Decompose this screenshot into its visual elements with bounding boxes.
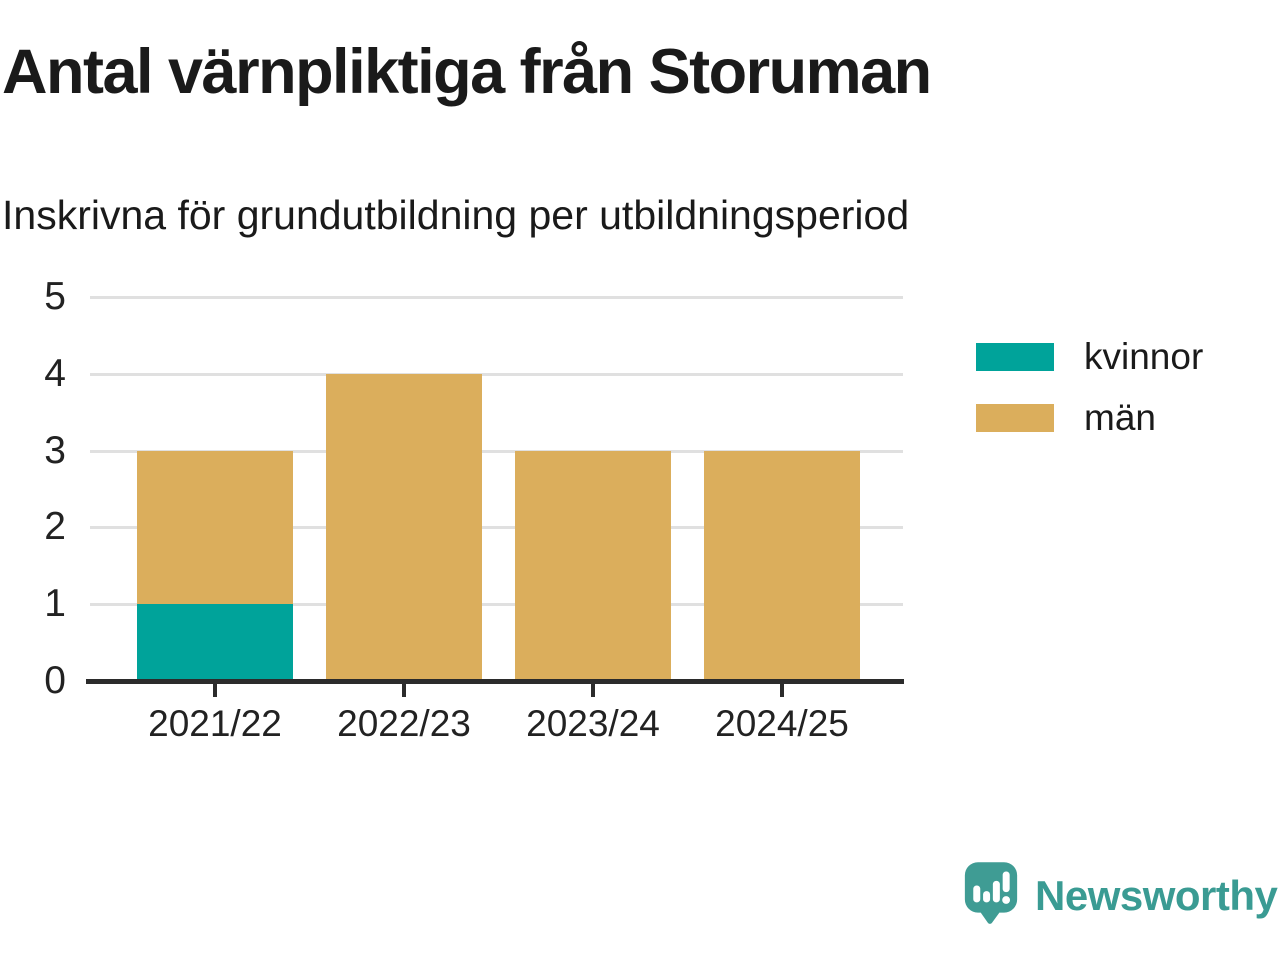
y-axis-label: 3 [44, 428, 66, 472]
legend-label-man: män [1084, 397, 1156, 438]
x-axis-label: 2022/23 [337, 703, 471, 744]
brand-name: Newsworthy [1035, 871, 1278, 919]
gridline [90, 449, 903, 453]
x-axis-label: 2021/22 [148, 703, 282, 744]
y-axis-label: 2 [44, 505, 66, 549]
legend-swatch-kvinnor [976, 342, 1054, 371]
legend-label-kvinnor: kvinnor [1084, 336, 1204, 377]
bar-segment-män-2022/23 [326, 373, 482, 681]
y-axis-label: 0 [44, 659, 66, 702]
chart-subtitle: Inskrivna för grundutbildning per utbild… [2, 192, 910, 238]
legend: kvinnor män [976, 338, 1203, 460]
x-axis-tick [402, 684, 406, 697]
x-axis-tick [591, 684, 595, 697]
legend-item-man: män [976, 399, 1203, 436]
brand-logo-lockup: Newsworthy [963, 860, 1278, 931]
y-axis-label: 1 [44, 582, 66, 626]
bar-segment-män-2024/25 [704, 450, 860, 681]
bar-segment-kvinnor-2021/22 [137, 604, 293, 681]
plot-area [90, 296, 903, 681]
x-axis-tick [213, 684, 217, 697]
x-axis-label: 2024/25 [715, 703, 849, 744]
x-axis-label: 2023/24 [526, 703, 660, 744]
x-axis-tick [780, 684, 784, 697]
newsworthy-bubble-chart-icon [963, 860, 1019, 931]
gridline [90, 526, 903, 530]
y-axis-label: 5 [44, 275, 66, 318]
legend-item-kvinnor: kvinnor [976, 338, 1203, 375]
bar-segment-män-2021/22 [137, 450, 293, 605]
bar-segment-män-2023/24 [515, 450, 671, 681]
chart-title: Antal värnpliktiga från Storuman [2, 37, 932, 107]
gridline [90, 372, 903, 376]
x-axis-line [86, 679, 904, 684]
legend-swatch-man [976, 403, 1054, 432]
y-axis-label: 4 [44, 351, 66, 395]
gridline [90, 296, 903, 299]
gridline [90, 603, 903, 607]
